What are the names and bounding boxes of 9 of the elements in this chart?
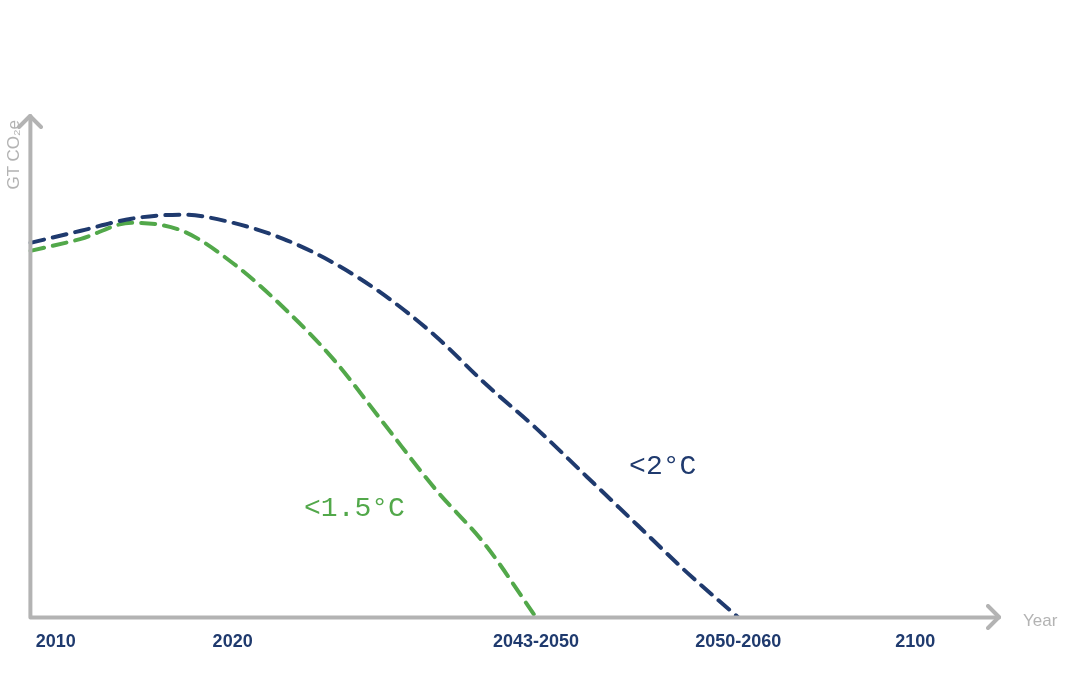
x-tick-label: 2050-2060 [695, 631, 782, 652]
x-tick-label: 2010 [35, 631, 76, 652]
x-axis-title: Year [1023, 611, 1058, 631]
x-tick-label: 2100 [895, 631, 936, 652]
series-label: <1.5°C [304, 492, 405, 524]
series-label: <2°C [629, 451, 697, 483]
x-tick-label: 2020 [212, 631, 253, 652]
y-axis-title: GT CO₂e [3, 120, 23, 190]
x-tick-label: 2043-2050 [492, 631, 580, 652]
